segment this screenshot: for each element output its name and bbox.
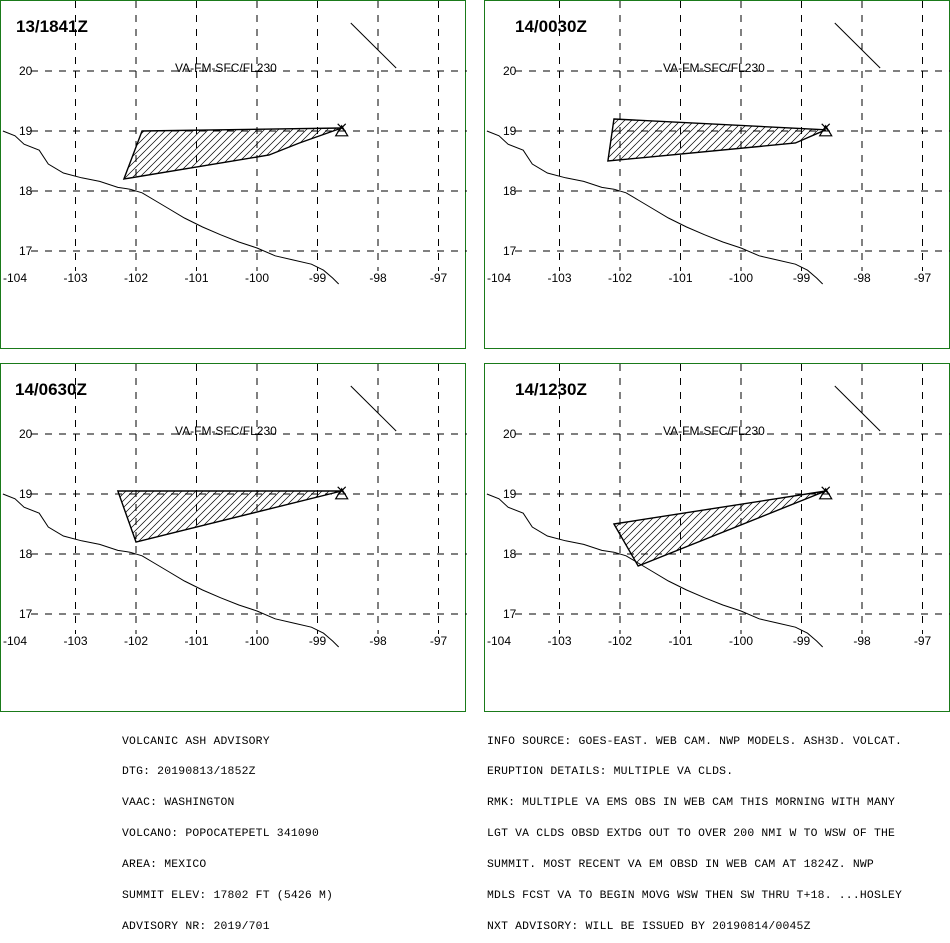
volcano-icon: [821, 486, 831, 496]
coastline: [834, 385, 881, 432]
latitude-tick-label: 19: [19, 487, 33, 501]
longitude-tick-label: -100: [245, 634, 269, 648]
advisory-line: MDLS FCST VA TO BEGIN MOVG WSW THEN SW T…: [487, 890, 903, 903]
latitude-tick-label: 18: [503, 184, 517, 198]
longitude-tick-label: -103: [63, 271, 87, 285]
altitude-label: VA-FM-SFC/FL230: [175, 424, 277, 438]
latitude-tick-label: 18: [503, 547, 517, 561]
volcano-icon: [821, 123, 831, 133]
panel-time-title: 14/1230Z: [515, 380, 587, 399]
latitude-tick-label: 17: [19, 244, 33, 258]
advisory-text-left: VOLCANIC ASH ADVISORY DTG: 20190813/1852…: [122, 716, 333, 943]
longitude-tick-label: -101: [668, 634, 692, 648]
altitude-label: VA-FM-SFC/FL230: [175, 61, 277, 75]
latitude-tick-label: 20: [19, 64, 33, 78]
longitude-tick-label: -99: [309, 271, 327, 285]
advisory-line: RMK: MULTIPLE VA EMS OBS IN WEB CAM THIS…: [487, 797, 896, 810]
ash-cloud-polygon: [116, 490, 342, 543]
advisory-line: SUMMIT. MOST RECENT VA EM OBSD IN WEB CA…: [487, 859, 874, 872]
volcano-icon: [337, 486, 347, 496]
altitude-label: VA-FM-SFC/FL230: [663, 61, 765, 75]
longitude-tick-label: -99: [309, 634, 327, 648]
forecast-panel-3: -104 -103 -102 -101 -100 -99 -98 -97 20 19 18 17 14…: [0, 363, 467, 712]
longitude-tick-label: -101: [668, 271, 692, 285]
longitude-tick-label: -101: [184, 271, 208, 285]
longitude-tick-label: -102: [124, 634, 148, 648]
longitude-tick-label: -97: [430, 271, 448, 285]
longitude-tick-label: -100: [245, 271, 269, 285]
longitude-tick-label: -103: [63, 634, 87, 648]
longitude-tick-label: -97: [430, 634, 448, 648]
panel-time-title: 14/0030Z: [515, 17, 587, 36]
longitude-tick-label: -100: [729, 271, 753, 285]
longitude-tick-label: -99: [793, 271, 811, 285]
advisory-line: DTG: 20190813/1852Z: [122, 766, 256, 779]
map-canvas: -104 -103 -102 -101 -100 -99 -98 -97 20 19 18 17: [2, 1, 467, 285]
longitude-tick-label: -99: [793, 634, 811, 648]
ash-cloud-polygon: [122, 127, 342, 180]
panel-time-title: 14/0630Z: [15, 380, 87, 399]
longitude-tick-label: -98: [369, 271, 387, 285]
latitude-tick-label: 20: [503, 427, 517, 441]
ash-cloud-polygon: [612, 490, 826, 567]
coastline: [2, 493, 340, 648]
latitude-tick-label: 17: [503, 607, 517, 621]
advisory-line: ADVISORY NR: 2019/701: [122, 920, 270, 933]
advisory-line: LGT VA CLDS OBSD EXTDG OUT TO OVER 200 N…: [487, 828, 896, 841]
volcano-icon: [337, 123, 347, 133]
advisory-line: SUMMIT ELEV: 17802 FT (5426 M): [122, 890, 334, 903]
longitude-tick-label: -104: [487, 634, 511, 648]
longitude-tick-label: -98: [853, 271, 871, 285]
coastline: [486, 130, 824, 285]
latitude-tick-label: 18: [19, 547, 33, 561]
map-canvas: -104 -103 -102 -101 -100 -99 -98 -97 20 19 18 17: [2, 364, 467, 648]
latitude-tick-label: 20: [19, 427, 33, 441]
longitude-tick-label: -103: [547, 634, 571, 648]
coastline: [486, 493, 824, 648]
longitude-tick-label: -98: [369, 634, 387, 648]
latitude-tick-label: 18: [19, 184, 33, 198]
coastline: [834, 22, 881, 69]
latitude-tick-label: 20: [503, 64, 517, 78]
longitude-tick-label: -103: [547, 271, 571, 285]
longitude-tick-label: -97: [914, 634, 932, 648]
latitude-tick-label: 17: [503, 244, 517, 258]
latitude-tick-label: 19: [19, 124, 33, 138]
advisory-line: VOLCANO: POPOCATEPETL 341090: [122, 828, 319, 841]
ash-cloud-polygon: [607, 118, 826, 162]
coastline: [350, 385, 397, 432]
panel-time-title: 13/1841Z: [16, 17, 88, 36]
longitude-tick-label: -104: [487, 271, 511, 285]
longitude-tick-label: -104: [3, 634, 27, 648]
advisory-line: INFO SOURCE: GOES-EAST. WEB CAM. NWP MOD…: [487, 735, 903, 748]
advisory-line: VOLCANIC ASH ADVISORY: [122, 735, 270, 748]
longitude-tick-label: -97: [914, 271, 932, 285]
advisory-text-right: INFO SOURCE: GOES-EAST. WEB CAM. NWP MOD…: [487, 716, 902, 943]
longitude-tick-label: -102: [124, 271, 148, 285]
coastline: [350, 22, 397, 69]
forecast-panel-1: -104 -103 -102 -101 -100 -99 -98 -97 20 19 18 17 13…: [0, 0, 467, 349]
advisory-line: NXT ADVISORY: WILL BE ISSUED BY 20190814…: [487, 920, 811, 933]
longitude-tick-label: -101: [184, 634, 208, 648]
latitude-tick-label: 17: [19, 607, 33, 621]
coastline: [2, 130, 340, 285]
forecast-panel-4: -104 -103 -102 -101 -100 -99 -98 -97 20 19 18 17 14…: [484, 363, 950, 712]
latitude-tick-label: 19: [503, 487, 517, 501]
longitude-tick-label: -102: [608, 271, 632, 285]
altitude-label: VA-FM-SFC/FL230: [663, 424, 765, 438]
advisory-line: AREA: MEXICO: [122, 859, 207, 872]
longitude-tick-label: -104: [3, 271, 27, 285]
advisory-line: ERUPTION DETAILS: MULTIPLE VA CLDS.: [487, 766, 734, 779]
longitude-tick-label: -98: [853, 634, 871, 648]
map-canvas: -104 -103 -102 -101 -100 -99 -98 -97 20 19 18 17: [486, 1, 950, 285]
latitude-tick-label: 19: [503, 124, 517, 138]
longitude-tick-label: -102: [608, 634, 632, 648]
advisory-line: VAAC: WASHINGTON: [122, 797, 235, 810]
longitude-tick-label: -100: [729, 634, 753, 648]
map-canvas: -104 -103 -102 -101 -100 -99 -98 -97 20 19 18 17: [486, 364, 950, 648]
forecast-panel-2: -104 -103 -102 -101 -100 -99 -98 -97 20 19 18 17 14…: [484, 0, 950, 349]
